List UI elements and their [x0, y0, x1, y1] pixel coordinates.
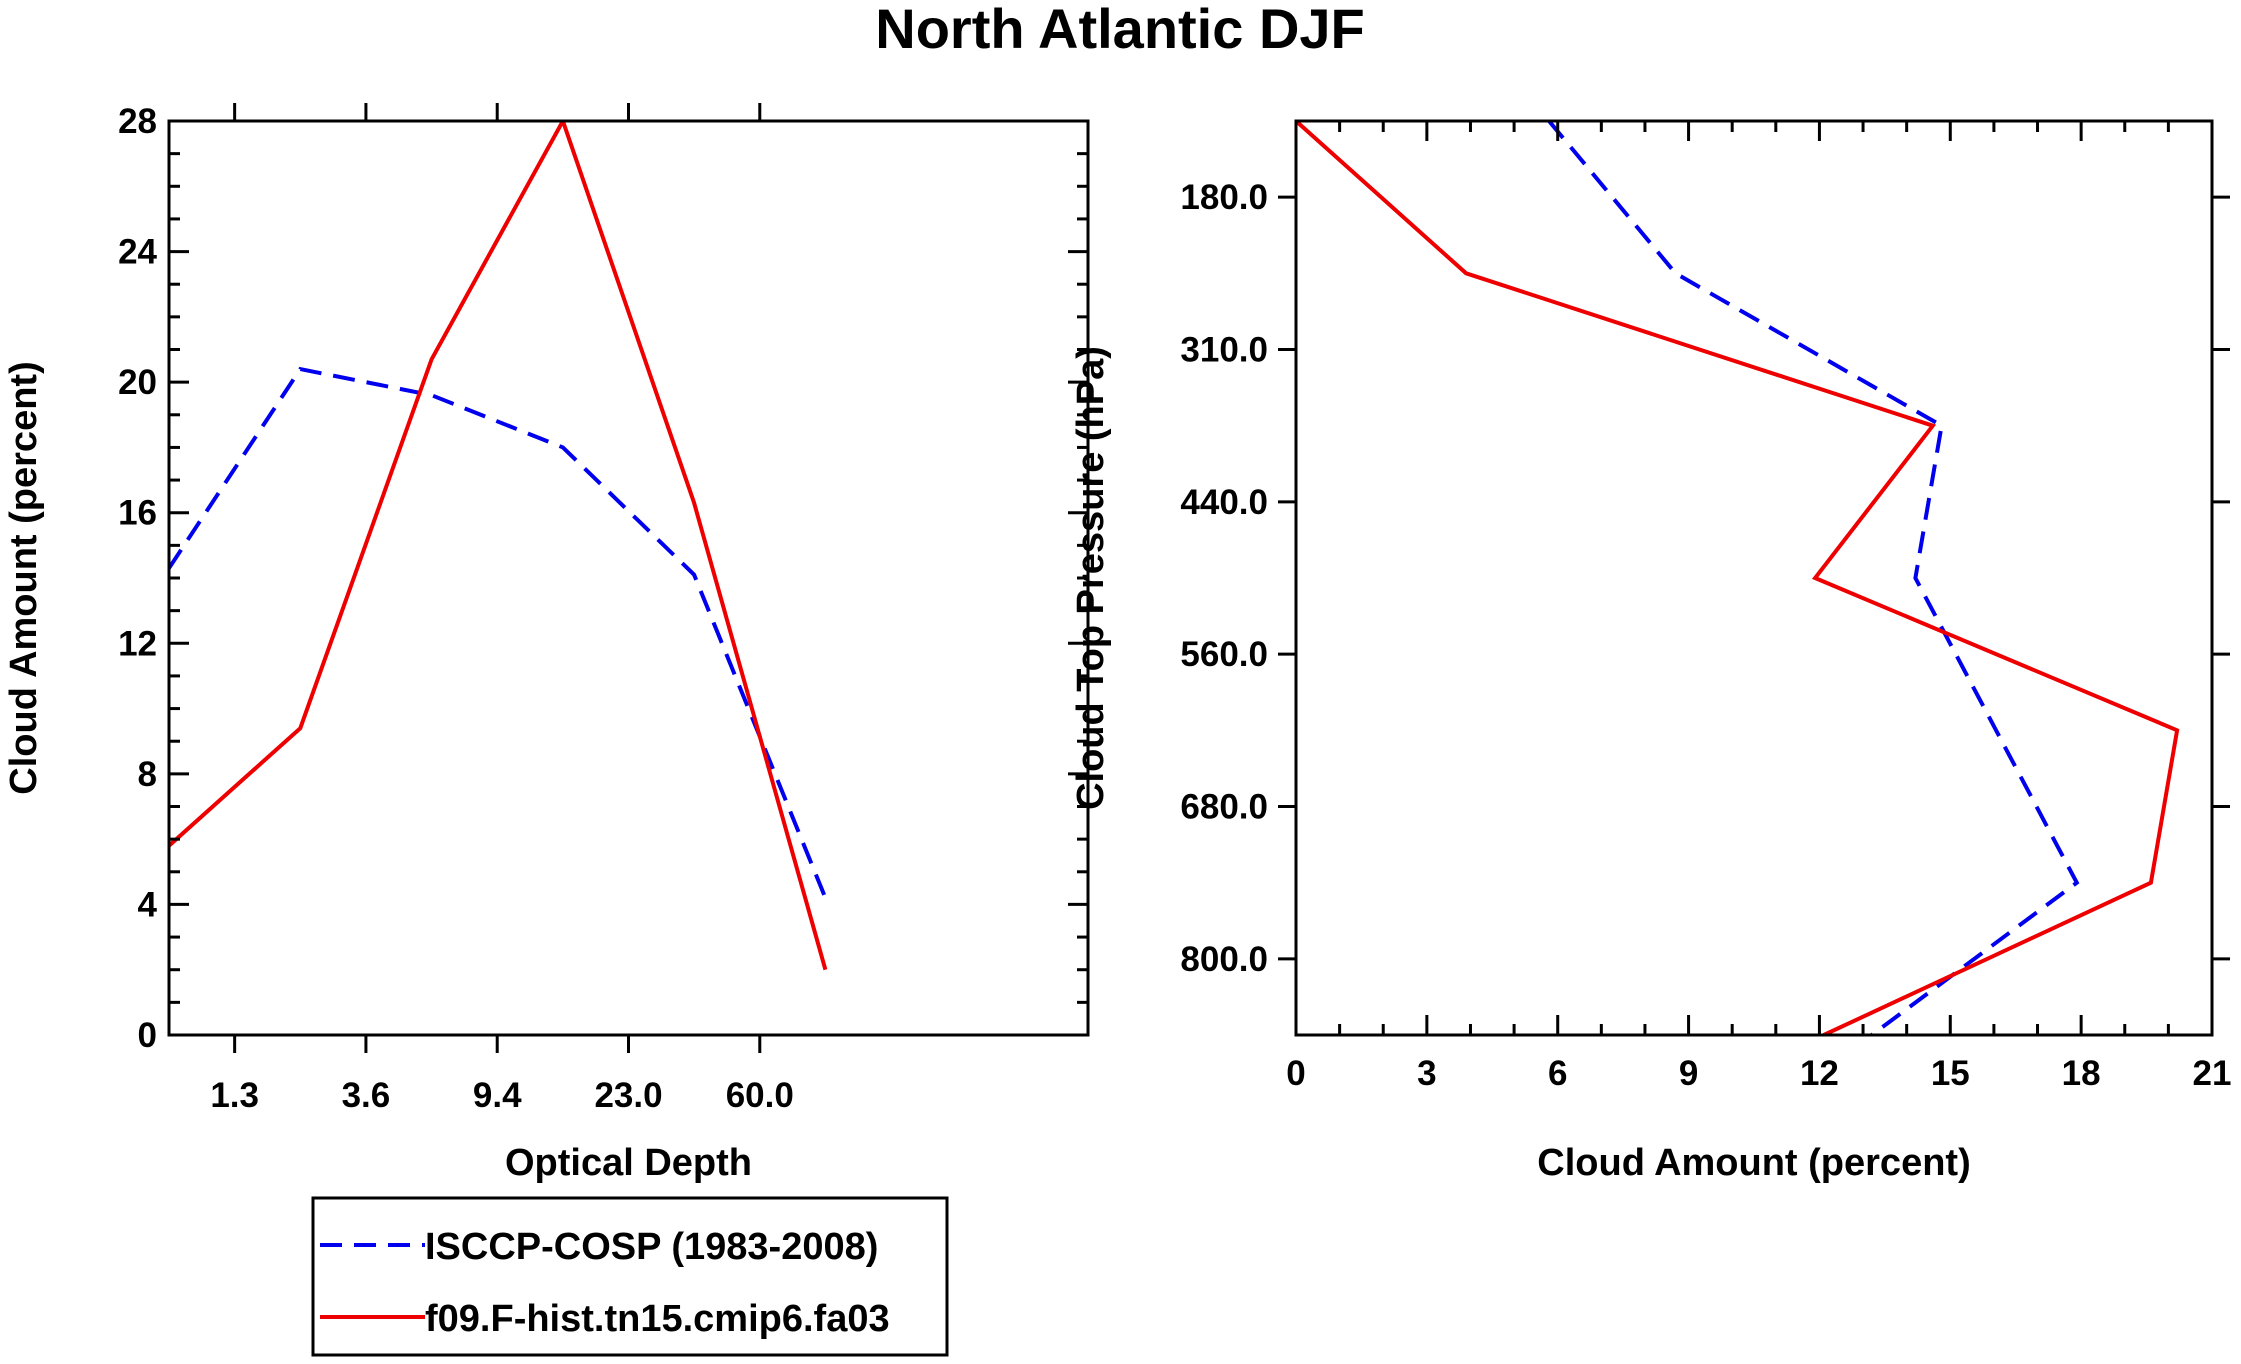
right-y-tick-label: 800.0 — [1180, 940, 1268, 979]
isccp-line — [169, 366, 828, 899]
right-x-tick-label: 18 — [2062, 1054, 2101, 1093]
right-y-tick-label: 560.0 — [1180, 635, 1268, 674]
figure-title: North Atlantic DJF — [875, 0, 1364, 60]
legend-label-model: f09.F-hist.tn15.cmip6.fa03 — [425, 1298, 890, 1340]
right-y-axis-label: Cloud Top Pressure (hPa) — [1070, 346, 1112, 810]
left-y-tick-label: 24 — [118, 233, 157, 272]
legend-box — [311, 1196, 949, 1357]
right-y-tick-label: 440.0 — [1180, 483, 1268, 522]
legend: ISCCP-COSP (1983-2008) f09.F-hist.tn15.c… — [311, 1196, 949, 1357]
right-y-tick-label: 680.0 — [1180, 788, 1268, 827]
left-y-tick-label: 0 — [138, 1016, 157, 1055]
right-plot-frame — [1294, 119, 2214, 1037]
right-x-tick-label: 3 — [1417, 1054, 1436, 1093]
pressure-profile-panel: 0 3 6 9 12 15 18 21 180.0 310.0 440.0 560.0 680.0 800… — [1070, 119, 2232, 1184]
left-x-tick-label: 1.3 — [210, 1076, 259, 1115]
right-x-tick-label: 9 — [1679, 1054, 1698, 1093]
right-x-tick-label: 15 — [1931, 1054, 1970, 1093]
left-x-tick-label: 3.6 — [342, 1076, 391, 1115]
isccp-profile-line — [1547, 121, 2080, 1035]
left-y-axis-label: Cloud Amount (percent) — [3, 361, 45, 794]
left-x-tick-label: 60.0 — [726, 1076, 794, 1115]
left-y-tick-label: 28 — [118, 102, 157, 141]
right-x-axis-label: Cloud Amount (percent) — [1537, 1142, 1970, 1184]
right-x-tick-label: 0 — [1286, 1054, 1305, 1093]
right-y-tick-label: 310.0 — [1180, 331, 1268, 370]
left-y-tick-label: 16 — [118, 494, 157, 533]
left-x-tick-label: 9.4 — [473, 1076, 522, 1115]
left-y-tick-label: 12 — [118, 624, 157, 663]
right-x-tick-label: 6 — [1548, 1054, 1567, 1093]
left-x-axis-label: Optical Depth — [505, 1142, 752, 1184]
model-profile-line — [1296, 121, 2180, 1035]
left-y-tick-label: 20 — [118, 363, 157, 402]
left-y-tick-label: 8 — [138, 755, 157, 794]
model-line — [169, 121, 828, 971]
left-y-tick-label: 4 — [138, 885, 158, 924]
right-x-tick-label: 12 — [1800, 1054, 1839, 1093]
right-y-tick-label: 180.0 — [1180, 178, 1268, 217]
optical-depth-panel: 0 4 8 12 16 20 24 28 1.3 3.6 9.4 23.0 60.0 Optical De… — [3, 102, 1090, 1184]
left-plot-frame — [167, 119, 1090, 1037]
legend-label-isccp: ISCCP-COSP (1983-2008) — [425, 1226, 878, 1268]
right-x-tick-label: 21 — [2193, 1054, 2232, 1093]
left-x-tick-label: 23.0 — [594, 1076, 662, 1115]
